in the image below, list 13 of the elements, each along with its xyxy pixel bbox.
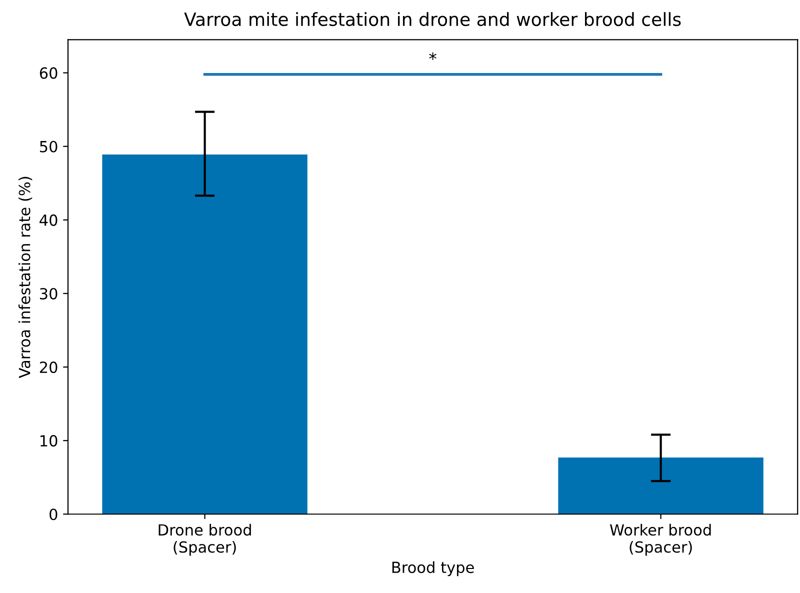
x-tick-label: Drone brood (Spacer) bbox=[158, 524, 251, 556]
y-tick-label: 20 bbox=[40, 361, 58, 374]
y-tick-label: 0 bbox=[50, 508, 58, 520]
chart-title: Varroa mite infestation in drone and worker brood cells bbox=[184, 12, 681, 26]
x-axis-title: Brood type bbox=[392, 561, 474, 576]
x-tick-label: Worker brood (Spacer) bbox=[610, 524, 711, 556]
y-tick-label: 40 bbox=[40, 214, 58, 226]
y-tick-label: 60 bbox=[40, 67, 58, 79]
y-tick-label: 50 bbox=[40, 140, 58, 152]
y-tick-label: 30 bbox=[40, 288, 58, 300]
annotation: * bbox=[429, 52, 436, 60]
y-axis-title: Varroa infestation rate (%) bbox=[18, 176, 32, 378]
y-tick-label: 10 bbox=[40, 435, 58, 447]
